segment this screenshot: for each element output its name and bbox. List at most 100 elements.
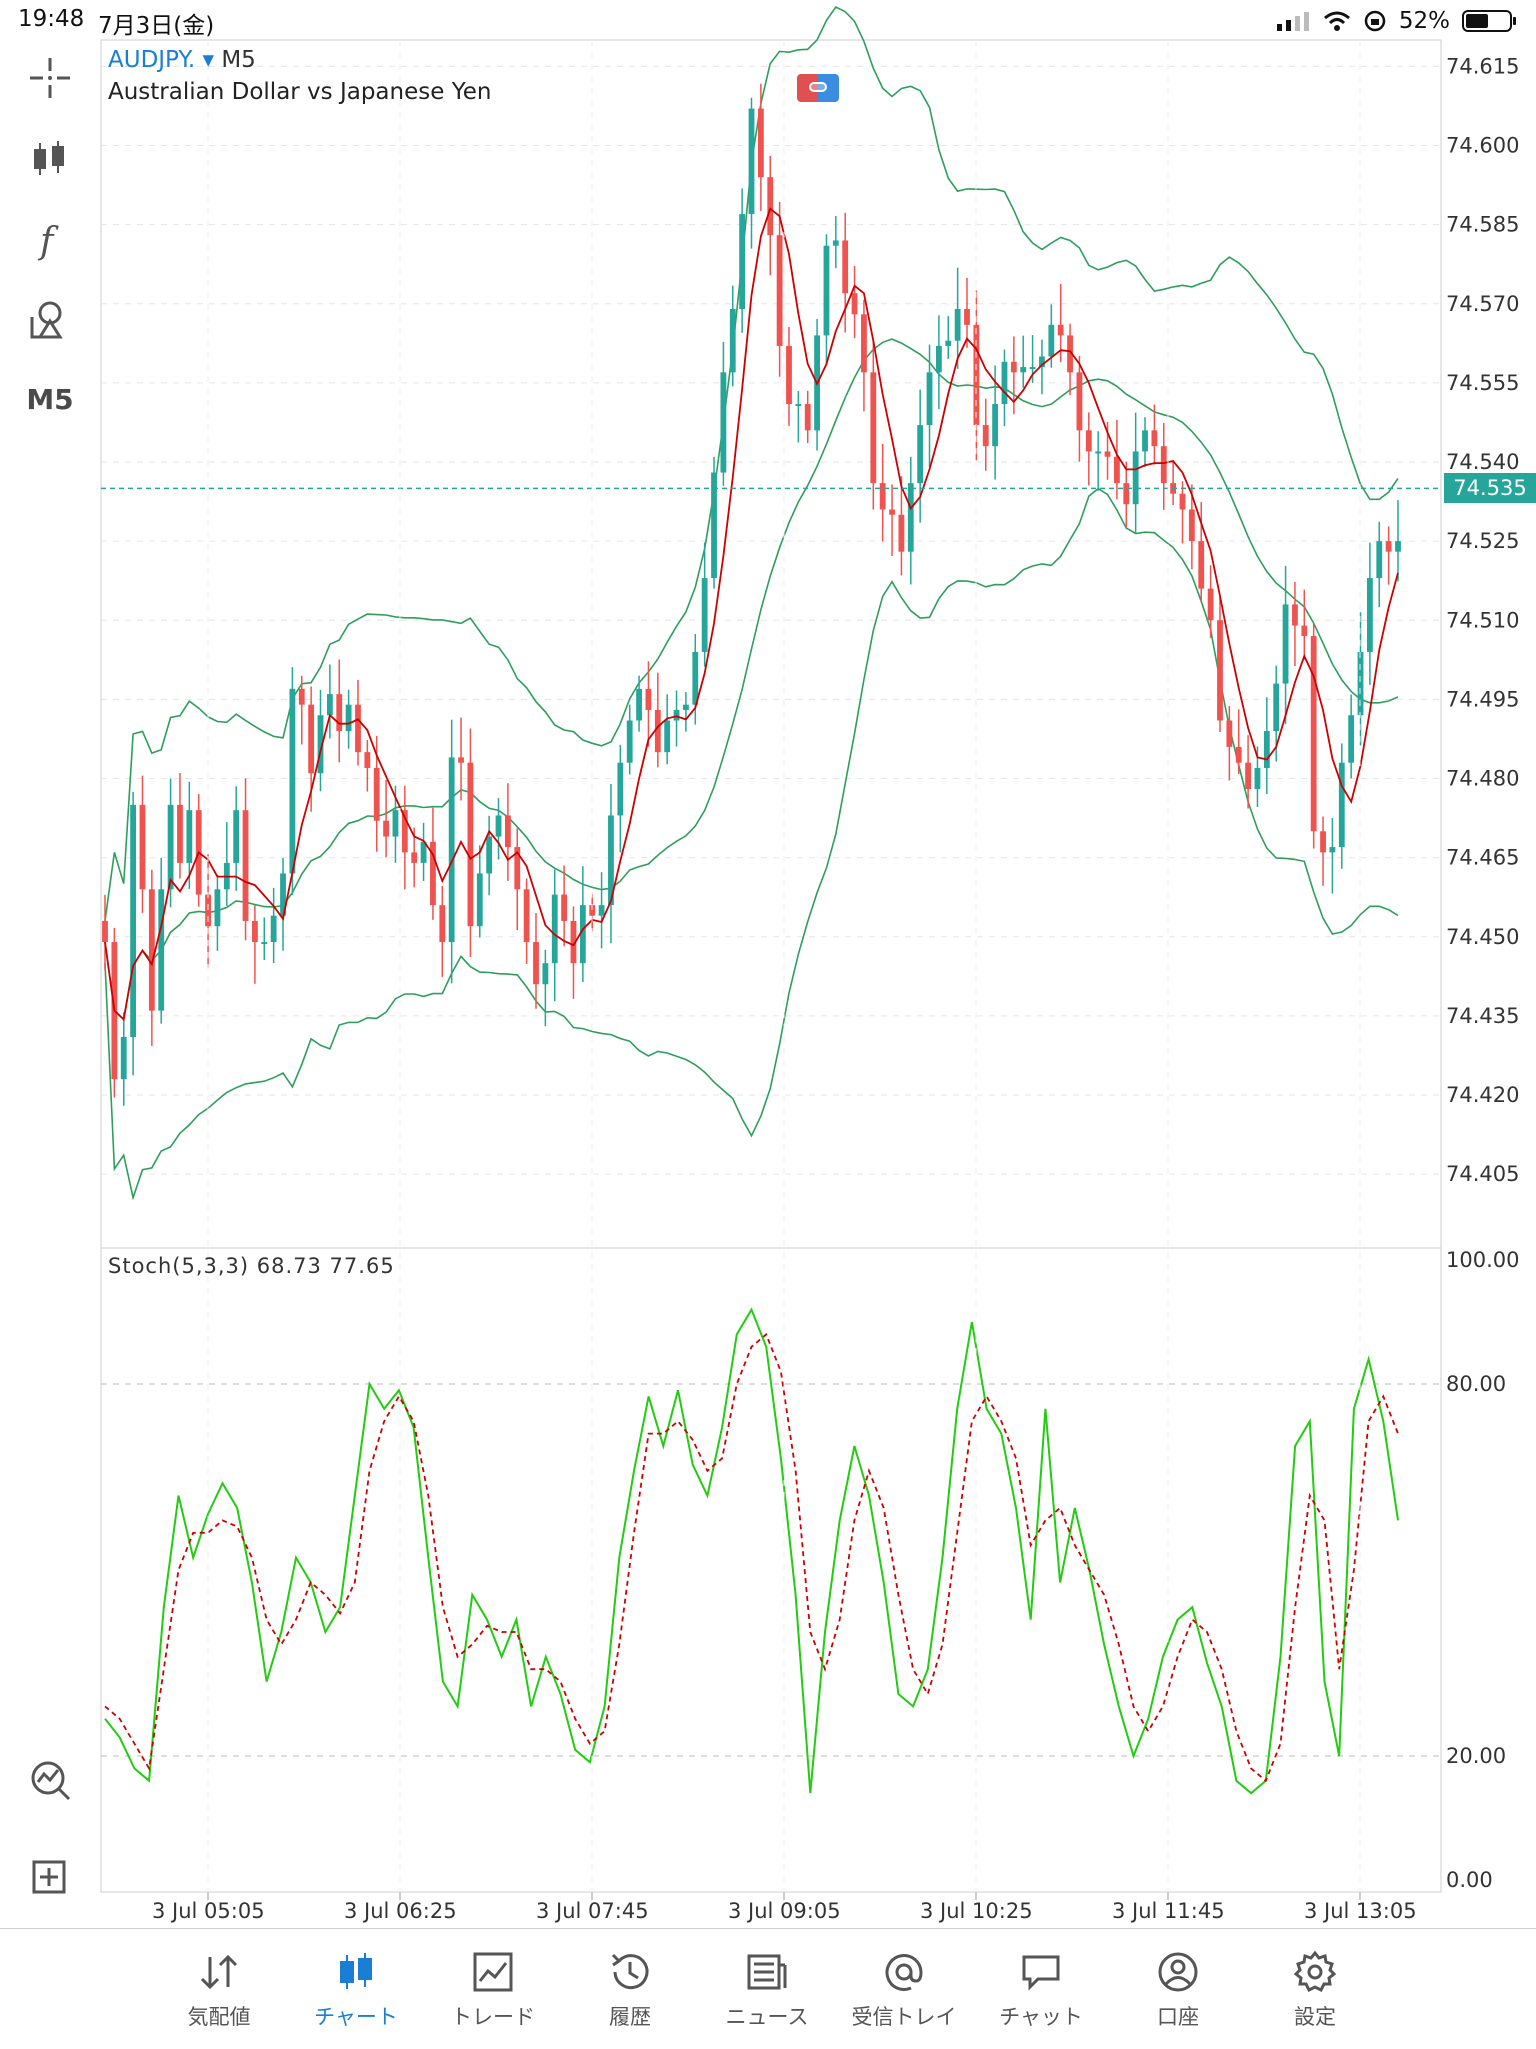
tab-label: 設定	[1294, 2005, 1336, 2029]
tab-inbox[interactable]: 受信トレイ	[836, 1929, 972, 2049]
price-tick-label: 74.435	[1446, 1004, 1519, 1028]
tab-label: チャット	[999, 2005, 1083, 2029]
status-bar: 19:48 7月3日(金) 52%	[0, 0, 1536, 40]
symbol-selector[interactable]: AUDJPY. ▾ M5	[108, 47, 256, 73]
candle-body	[1245, 762, 1251, 790]
candle-body	[383, 820, 389, 837]
candle-body	[945, 340, 952, 346]
tab-settings[interactable]: 設定	[1247, 1929, 1383, 2049]
time-tick-label: 3 Jul 09:05	[728, 1899, 841, 1923]
tab-label: トレード	[451, 2005, 535, 2029]
candle-body	[336, 694, 343, 732]
candle-body	[692, 651, 699, 705]
candle-body	[1001, 361, 1008, 404]
tab-chat[interactable]: チャット	[973, 1929, 1109, 2049]
inbox-icon	[885, 1954, 923, 1991]
candle-body	[458, 757, 464, 763]
objects-icon[interactable]	[22, 291, 78, 347]
candle-body	[870, 372, 877, 484]
candle-body	[739, 214, 746, 310]
stoch-signal-line	[104, 1332, 1399, 1783]
candle-body	[795, 403, 802, 406]
candle-body	[1385, 541, 1392, 552]
bollinger-lower	[104, 487, 1399, 1201]
tab-label: ニュース	[725, 2005, 809, 2029]
candle-body	[1188, 509, 1195, 542]
indicator-window-icon[interactable]	[22, 1752, 78, 1808]
timeframe-button[interactable]: M5	[26, 382, 74, 416]
stoch-tick-label: 0.00	[1446, 1868, 1493, 1892]
candle-body	[1039, 356, 1045, 368]
stoch-tick-label: 20.00	[1446, 1744, 1506, 1768]
candle-body	[1207, 588, 1214, 621]
candle-body	[973, 324, 980, 426]
candle-body	[486, 836, 493, 874]
candle-body	[205, 894, 211, 927]
candle-body	[786, 345, 792, 404]
left-toolbar: f M5	[0, 44, 100, 1924]
price-tick-label: 74.540	[1446, 450, 1519, 474]
settings-icon	[1293, 1950, 1337, 1993]
chart-canvas[interactable]: 74.61574.60074.58574.57074.55574.54074.5…	[0, 0, 1536, 1928]
candle-body	[1104, 451, 1111, 457]
candlestick-type-icon[interactable]	[22, 131, 78, 187]
tab-account[interactable]: 口座	[1110, 1929, 1246, 2049]
candle-body	[1320, 831, 1326, 853]
candle-body	[167, 804, 174, 890]
candle-body	[233, 810, 240, 863]
time-tick-label: 3 Jul 11:45	[1112, 1899, 1225, 1923]
candle-body	[889, 509, 895, 515]
price-tick-label: 74.420	[1446, 1083, 1519, 1107]
candle-body	[317, 715, 324, 774]
candle-body	[102, 920, 108, 943]
tab-quotes[interactable]: 気配値	[151, 1929, 287, 2049]
candle-body	[1048, 324, 1055, 357]
candle-body	[1160, 446, 1167, 484]
time-tick-label: 3 Jul 06:25	[344, 1899, 457, 1923]
candle-body	[289, 688, 296, 874]
candle-body	[120, 1036, 127, 1080]
candle-body	[1217, 620, 1223, 721]
candle-body	[964, 309, 970, 325]
candle-body	[1029, 367, 1036, 370]
one-click-trade-button[interactable]	[797, 74, 839, 102]
tab-trade[interactable]: トレード	[425, 1929, 561, 2049]
candle-body	[1179, 493, 1186, 510]
price-tick-label: 74.600	[1446, 134, 1519, 158]
price-tick-label: 74.555	[1446, 371, 1519, 395]
quotes-icon	[200, 1954, 238, 1990]
symbol-name: AUDJPY.	[108, 47, 196, 73]
candle-body	[504, 815, 511, 848]
candle-body	[373, 767, 380, 821]
tab-chart[interactable]: チャート	[288, 1929, 424, 2049]
news-icon	[747, 1954, 787, 1990]
wifi-icon	[1323, 11, 1350, 31]
candle-body	[355, 704, 361, 753]
price-tick-label: 74.585	[1446, 213, 1519, 237]
candle-body	[186, 810, 193, 863]
trade-icon	[473, 1952, 513, 1992]
candle-body	[401, 810, 408, 853]
candle-body	[326, 694, 333, 716]
add-window-icon[interactable]	[22, 1848, 78, 1904]
candle-body	[898, 514, 905, 552]
tab-news[interactable]: ニュース	[699, 1929, 835, 2049]
tab-history[interactable]: 履歴	[562, 1929, 698, 2049]
candle-body	[720, 372, 727, 473]
indicators-icon[interactable]: f	[22, 211, 78, 267]
candle-body	[523, 889, 530, 943]
crosshair-icon[interactable]	[22, 50, 78, 106]
candle-body	[261, 942, 268, 945]
stoch-label: Stoch(5,3,3) 68.73 77.65	[108, 1254, 395, 1278]
candle-body	[1235, 746, 1242, 763]
price-tick-label: 74.465	[1446, 846, 1519, 870]
candle-body	[917, 425, 924, 484]
candle-body	[664, 720, 671, 753]
rotation-lock-icon	[1364, 10, 1386, 32]
candle-body	[1020, 367, 1027, 373]
candle-body	[214, 889, 221, 927]
candle-body	[1338, 762, 1345, 848]
candle-body	[579, 905, 586, 964]
signal-icon	[1276, 12, 1309, 31]
candle-body	[673, 709, 680, 721]
